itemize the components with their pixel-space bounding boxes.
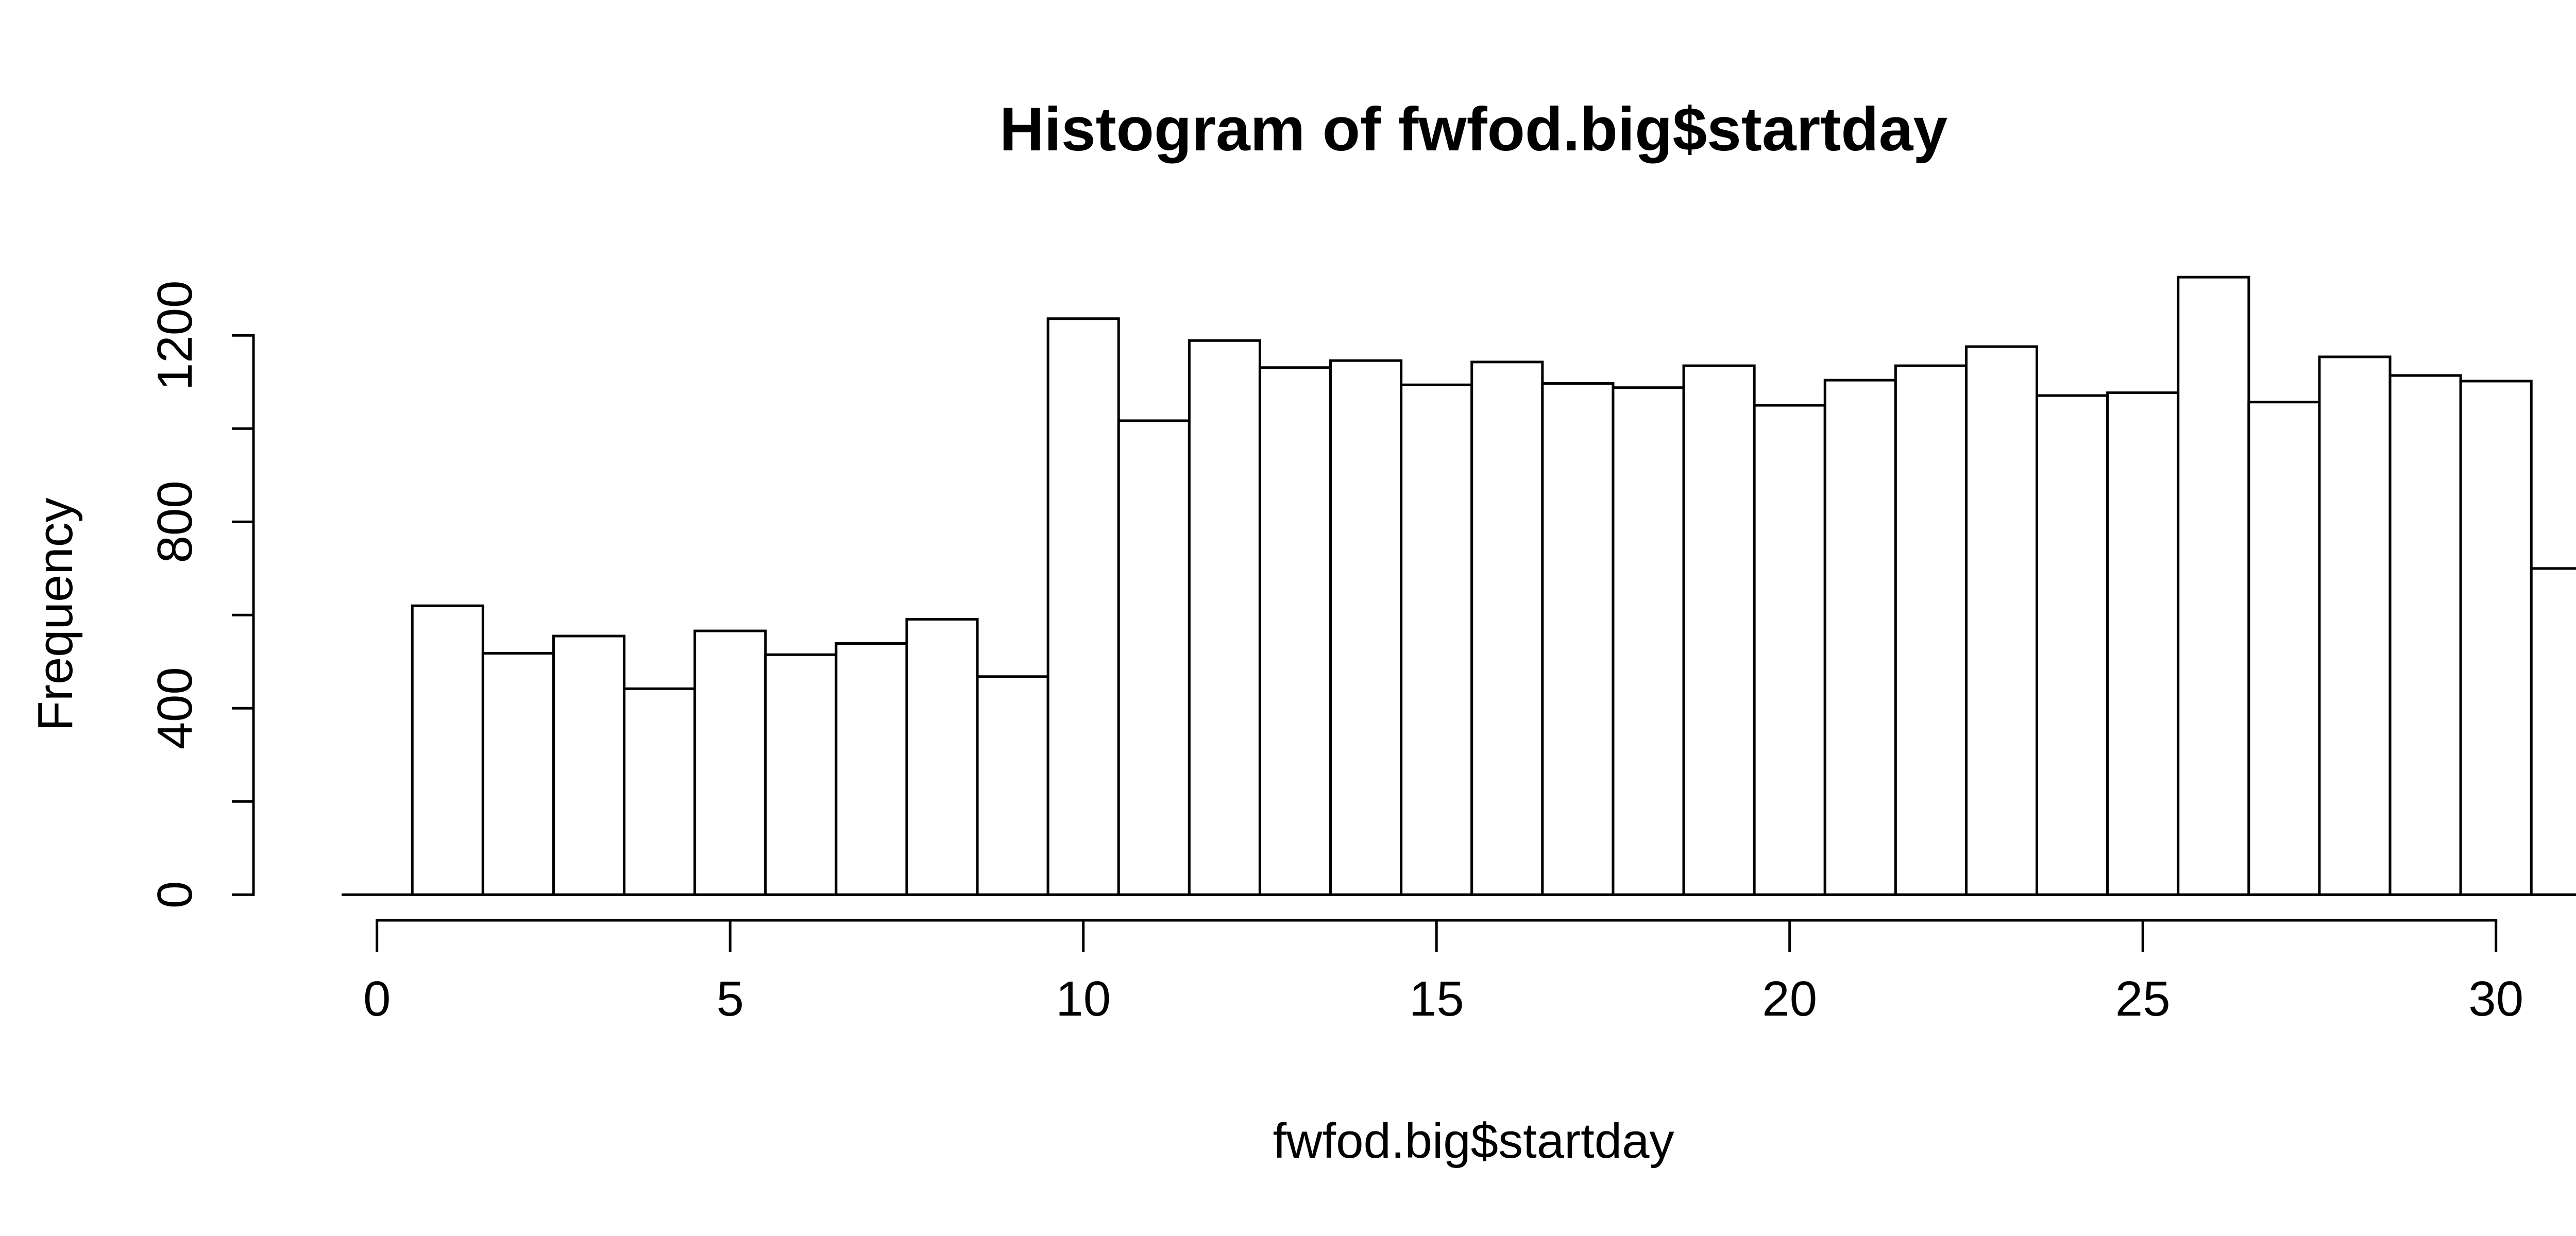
histogram-bar — [2106, 391, 2180, 896]
histogram-bar — [2036, 394, 2109, 896]
histogram-bar — [693, 629, 767, 896]
histogram-bar — [1894, 364, 1968, 896]
histogram-bar — [481, 652, 555, 896]
histogram-bar — [552, 634, 626, 896]
histogram-bar — [1682, 364, 1756, 896]
histogram-bar — [1046, 317, 1120, 896]
x-tick-label: 30 — [2468, 971, 2523, 1026]
histogram-bar — [1329, 359, 1403, 896]
x-tick-label: 25 — [2115, 971, 2171, 1026]
histogram-bar — [1400, 383, 1473, 896]
histogram-bar — [1541, 382, 1615, 896]
histogram-bar — [2318, 355, 2392, 896]
y-axis-title: Frequency — [28, 497, 83, 731]
histogram-bar — [1964, 345, 2039, 896]
histogram-bar — [411, 604, 484, 896]
y-tick-label: 1200 — [147, 281, 202, 391]
histogram-bar — [2247, 401, 2321, 896]
x-tick-label: 20 — [1762, 971, 1817, 1026]
histogram-bar — [1188, 339, 1261, 896]
histogram-bar — [2177, 276, 2250, 896]
histogram-bar — [1470, 360, 1544, 896]
histogram-bar — [976, 675, 1049, 896]
y-tick-label: 800 — [147, 480, 202, 563]
histogram-bar — [2530, 567, 2576, 896]
histogram-bar — [1753, 404, 1826, 896]
x-tick-label: 10 — [1056, 971, 1111, 1026]
histogram-bar — [905, 617, 979, 896]
chart-title: Histogram of fwfod.big$startday — [999, 95, 1947, 164]
histogram-bar — [1612, 386, 1685, 896]
x-tick-label: 0 — [363, 971, 391, 1026]
axes-group: 0 400 800 1200 0 5 10 15 20 25 30 — [147, 281, 2576, 1026]
x-tick-label: 5 — [717, 971, 744, 1026]
x-tick-label: 15 — [1409, 971, 1464, 1026]
histogram-bar — [2388, 374, 2462, 896]
histogram-bar — [1823, 379, 1897, 896]
x-axis-title: fwfod.big$startday — [1273, 1113, 1674, 1169]
histogram-bar — [835, 642, 908, 896]
bars-group — [411, 276, 2576, 896]
histogram-bar — [2459, 380, 2533, 896]
y-tick-label: 400 — [147, 667, 202, 749]
histogram-bar — [764, 653, 838, 896]
histogram-bar — [1117, 419, 1191, 896]
y-tick-label: 0 — [147, 881, 202, 908]
histogram-bar — [1258, 366, 1332, 896]
histogram-bar — [623, 687, 697, 896]
